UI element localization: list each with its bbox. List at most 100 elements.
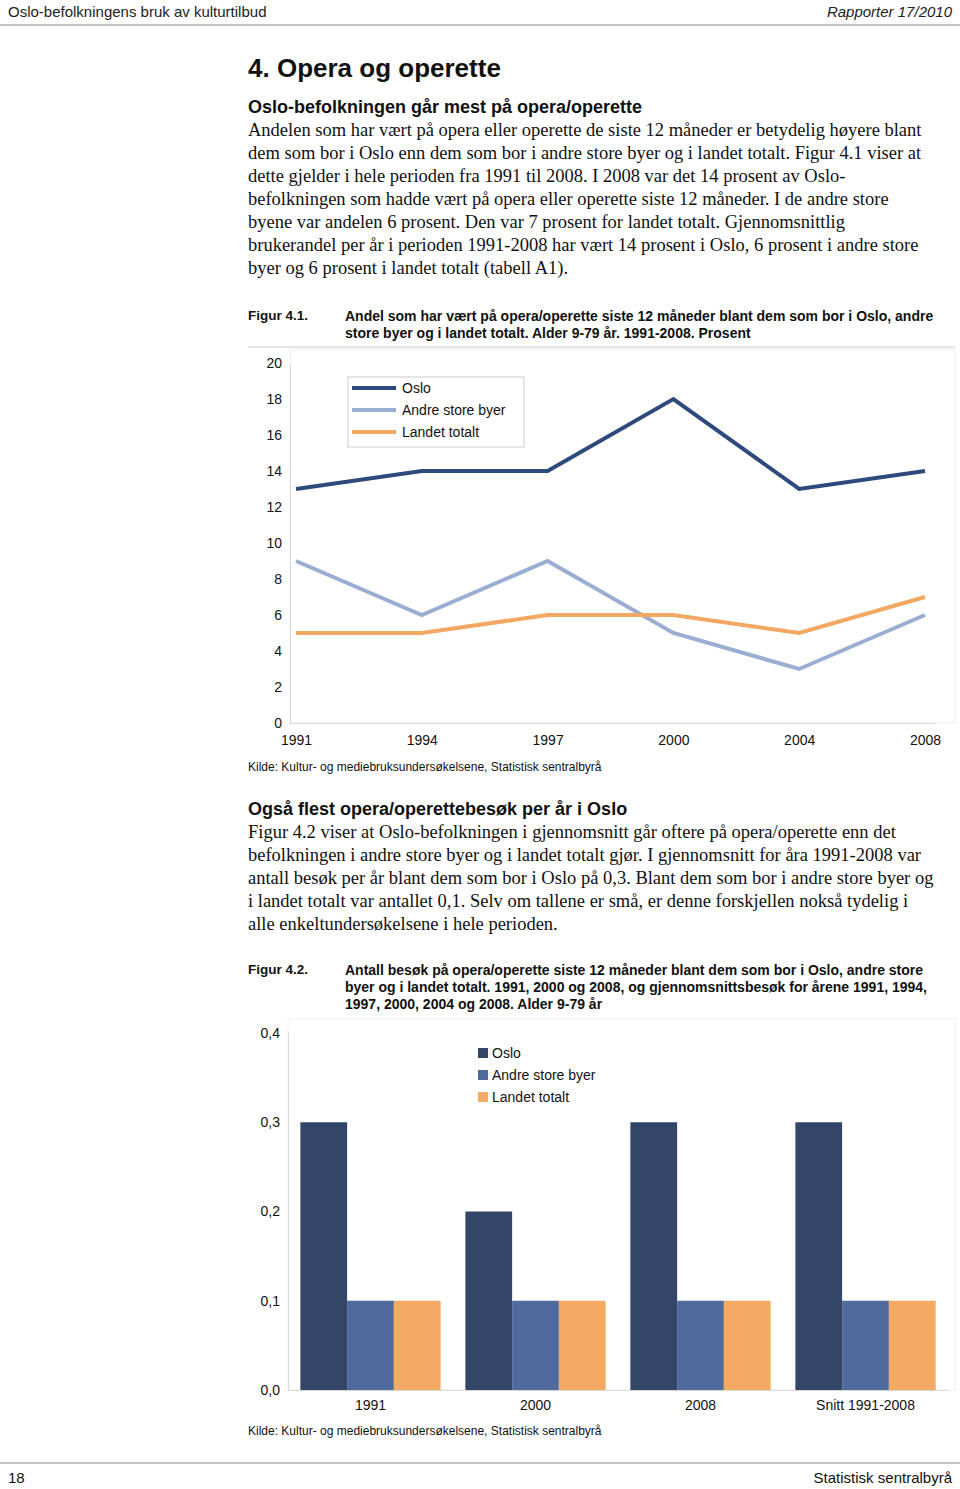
caption-rule [248, 347, 955, 348]
axis-line [288, 1034, 289, 1391]
y-tick-label: 0,0 [261, 1382, 281, 1398]
x-tick: 2008 [685, 1390, 716, 1413]
y-tick: 20 [266, 355, 290, 371]
plot-frame [290, 349, 955, 723]
bar [512, 1301, 559, 1390]
paragraph: Figur 4.2 viser at Oslo-befolkningen i g… [248, 821, 936, 936]
bar [347, 1301, 394, 1390]
x-tick-label: 1991 [281, 732, 312, 748]
axis-line [288, 1390, 948, 1391]
bar [300, 1122, 347, 1390]
legend-label: Oslo [402, 380, 431, 396]
bar [630, 1122, 677, 1390]
legend-swatch [478, 1048, 488, 1058]
x-tick: 2008 [910, 723, 941, 748]
legend-swatch [352, 386, 396, 390]
y-axis: 0 2 4 6 8 10 12 14 16 18 20 [266, 355, 290, 731]
x-tick: 1994 [407, 723, 438, 748]
x-tick: Snitt 1991-2008 [816, 1390, 915, 1413]
y-tick: 16 [266, 427, 290, 443]
footer-publisher: Statistisk sentralbyrå [814, 1469, 952, 1486]
y-tick: 8 [274, 571, 290, 587]
x-tick: 1991 [355, 1390, 386, 1413]
axis-line [290, 723, 935, 724]
legend-label: Landet totalt [402, 424, 479, 440]
y-tick: 0,3 [261, 1114, 288, 1130]
figure-source: Kilde: Kultur- og mediebruksundersøkelse… [248, 1424, 602, 1438]
x-tick-label: 2000 [520, 1397, 551, 1413]
y-tick: 12 [266, 499, 290, 515]
y-tick-label: 18 [266, 391, 282, 407]
figure-caption: Antall besøk på opera/operette siste 12 … [345, 962, 945, 1013]
x-tick-label: 2004 [784, 732, 815, 748]
bar [724, 1301, 771, 1390]
legend-swatch [352, 408, 396, 412]
header-right: Rapporter 17/2010 [827, 3, 952, 20]
y-tick-label: 0,3 [261, 1114, 281, 1130]
y-tick-label: 20 [266, 355, 282, 371]
y-tick-label: 0 [274, 715, 282, 731]
series-line [296, 561, 925, 669]
x-axis: 1991 2000 2008 Snitt 1991-2008 [288, 1390, 948, 1413]
y-tick: 0,4 [261, 1025, 288, 1041]
y-tick: 2 [274, 679, 290, 695]
y-tick-label: 6 [274, 607, 282, 623]
paragraph: Andelen som har vært på opera eller oper… [248, 119, 936, 280]
plot-frame [288, 1019, 955, 1390]
y-tick: 14 [266, 463, 290, 479]
y-tick: 10 [266, 535, 290, 551]
bar [677, 1301, 724, 1390]
y-tick: 0,0 [261, 1382, 288, 1398]
y-tick-label: 4 [274, 643, 282, 659]
x-tick-label: 1997 [533, 732, 564, 748]
bar [795, 1122, 842, 1390]
x-tick-label: 2000 [658, 732, 689, 748]
legend: OsloAndre store byerLandet totalt [478, 1045, 596, 1105]
figure-source: Kilde: Kultur- og mediebruksundersøkelse… [248, 760, 602, 774]
legend: Oslo Andre store byer Landet totalt [348, 377, 524, 447]
legend-swatch [478, 1092, 488, 1102]
figure-label: Figur 4.2. [248, 962, 308, 977]
heading: 4. Opera og operette [248, 53, 501, 84]
bar [465, 1212, 512, 1391]
y-tick: 18 [266, 391, 290, 407]
bar [842, 1301, 889, 1390]
x-tick-label: 1994 [407, 732, 438, 748]
y-tick: 0,2 [261, 1203, 288, 1219]
y-tick-label: 10 [266, 535, 282, 551]
subheading: Oslo-befolkningen går mest på opera/oper… [248, 97, 642, 118]
subheading: Også flest opera/operettebesøk per år i … [248, 799, 627, 820]
legend-label: Oslo [492, 1045, 521, 1061]
legend-label: Andre store byer [492, 1067, 596, 1083]
page-number: 18 [8, 1469, 25, 1486]
figure-label: Figur 4.1. [248, 308, 308, 323]
page: 0 2 4 6 8 10 12 14 16 18 20 1991 1994 1997 2000 2004 200… [0, 0, 960, 1489]
footer-rule [0, 1463, 960, 1464]
bar [559, 1301, 606, 1390]
y-tick: 4 [274, 643, 290, 659]
y-tick-label: 14 [266, 463, 282, 479]
y-tick-label: 12 [266, 499, 282, 515]
x-axis: 1991 1994 1997 2000 2004 2008 [281, 723, 941, 748]
x-tick: 2000 [520, 1390, 551, 1413]
series-line [296, 597, 925, 633]
y-axis: 0,0 0,1 0,2 0,3 0,4 [261, 1025, 289, 1398]
y-tick-label: 0,4 [261, 1025, 281, 1041]
axis-line [290, 364, 291, 724]
figure-caption: Andel som har vært på opera/operette sis… [345, 308, 950, 342]
legend-box [348, 377, 524, 447]
header-rule [0, 25, 960, 26]
y-tick-label: 0,2 [261, 1203, 281, 1219]
legend-swatch [352, 430, 396, 434]
x-tick: 1997 [533, 723, 564, 748]
plot-area [300, 1122, 935, 1390]
y-tick: 6 [274, 607, 290, 623]
y-tick-label: 8 [274, 571, 282, 587]
y-tick-label: 0,1 [261, 1293, 281, 1309]
x-tick-label: 2008 [685, 1397, 716, 1413]
legend-label: Andre store byer [402, 402, 506, 418]
x-tick-label: Snitt 1991-2008 [816, 1397, 915, 1413]
x-tick: 2000 [658, 723, 689, 748]
y-tick-label: 2 [274, 679, 282, 695]
x-tick: 1991 [281, 723, 312, 748]
